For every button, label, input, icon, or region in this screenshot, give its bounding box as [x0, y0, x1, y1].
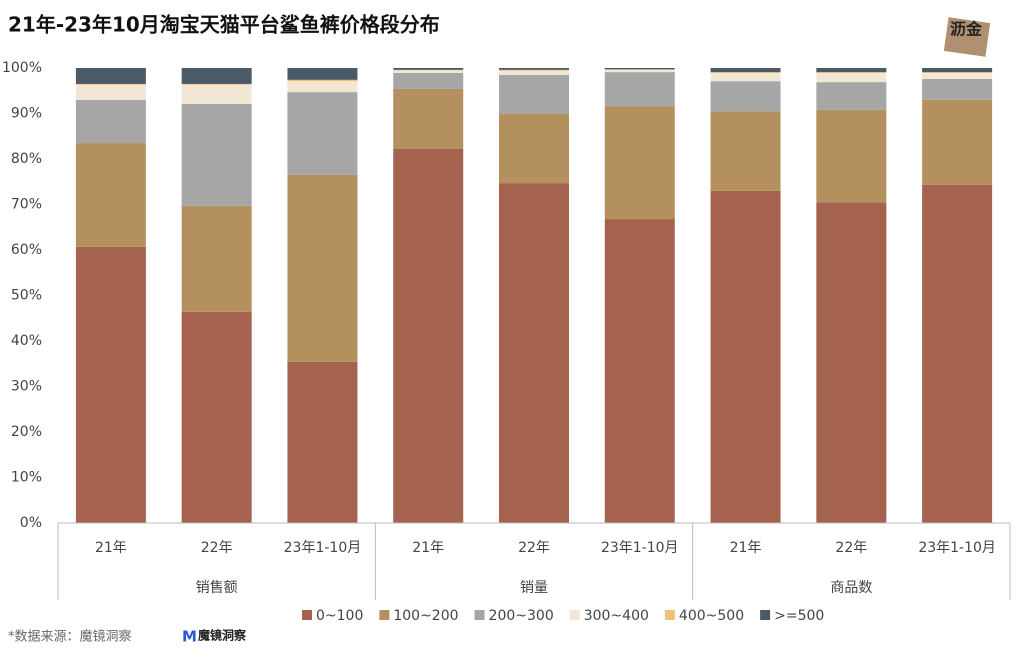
bar-segment	[181, 84, 252, 104]
y-tick-label: 30%	[11, 379, 42, 395]
bar-segment	[181, 205, 252, 312]
bar-segment	[710, 73, 781, 82]
bar-segment	[922, 73, 993, 79]
bar-segment	[287, 174, 358, 362]
bar-segment	[816, 68, 887, 73]
bar-segment	[499, 74, 569, 114]
legend-swatch	[664, 610, 675, 620]
bar-segment	[499, 69, 569, 71]
bar-segment	[922, 184, 993, 523]
bar-segment	[287, 81, 358, 93]
bar-segment	[287, 79, 358, 82]
bar-segment	[816, 82, 887, 110]
x-tick-label: 22年	[201, 540, 233, 556]
legend-swatch	[379, 610, 390, 620]
source: *数据来源：魔镜洞察	[8, 630, 132, 645]
bar-segment	[75, 83, 146, 85]
x-tick-label: 23年1-10月	[601, 540, 679, 556]
bar-segment	[604, 219, 675, 523]
x-tick-label: 23年1-10月	[284, 540, 362, 556]
bar-segment	[499, 68, 569, 70]
bar-segment	[604, 69, 675, 73]
legend-label: 0~100	[316, 608, 363, 624]
bar-segment	[181, 83, 252, 85]
legend-label: 100~200	[393, 608, 458, 624]
bar-segment	[604, 106, 675, 220]
logo-mark: M	[182, 628, 197, 646]
y-tick-label: 10%	[11, 470, 42, 486]
bar-segment	[710, 68, 781, 73]
bar-segment	[816, 109, 887, 203]
bar-segment	[710, 111, 781, 191]
bar-segment	[710, 81, 781, 112]
bar-segment	[75, 68, 146, 84]
bar-segment	[393, 68, 464, 70]
y-tick-label: 70%	[11, 197, 42, 213]
bar-segment	[75, 246, 146, 523]
bar-segment	[75, 143, 146, 247]
legend-label: 200~300	[489, 608, 554, 624]
bar-segment	[181, 311, 252, 523]
bar-segment	[75, 84, 146, 100]
x-tick-label: 22年	[835, 540, 867, 556]
bar-segment	[181, 68, 252, 84]
y-tick-label: 20%	[11, 424, 42, 440]
x-tick-label: 23年1-10月	[918, 540, 996, 556]
chart-title: 21年-23年10月淘宝天猫平台鲨鱼裤价格段分布	[8, 13, 440, 37]
bar-segment	[287, 68, 358, 80]
legend-swatch	[760, 610, 771, 620]
watermark-badge	[943, 17, 991, 57]
bar-segment	[816, 73, 887, 83]
bar-segment	[181, 103, 252, 206]
bar-segment	[499, 70, 569, 75]
y-tick-label: 90%	[11, 106, 42, 122]
legend-swatch	[474, 610, 485, 620]
y-tick-label: 60%	[11, 242, 42, 258]
y-tick-label: 80%	[11, 151, 42, 167]
x-tick-label: 21年	[730, 540, 762, 556]
legend-swatch	[302, 610, 312, 620]
y-tick-label: 40%	[11, 333, 42, 349]
y-tick-label: 0%	[20, 515, 42, 531]
legend-label: 300~400	[584, 608, 649, 624]
legend-label: 400~500	[679, 608, 744, 624]
y-tick-label: 100%	[2, 60, 42, 76]
bar-segment	[393, 70, 464, 74]
bar-segment	[393, 88, 464, 149]
bar-segment	[499, 113, 569, 184]
bar-segment	[922, 78, 993, 100]
watermark: 沥金	[950, 20, 983, 39]
x-tick-label: 22年	[518, 540, 550, 556]
bar-segment	[922, 99, 993, 185]
group-label: 商品数	[830, 580, 872, 596]
bar-segment	[75, 99, 146, 144]
bar-segment	[393, 148, 464, 524]
bar-segment	[710, 190, 781, 523]
legend-swatch	[569, 610, 580, 620]
bar-segment	[922, 72, 993, 74]
bar-segment	[816, 202, 887, 523]
bar-segment	[287, 92, 358, 175]
x-tick-label: 21年	[412, 540, 444, 556]
bar-segment	[499, 183, 569, 524]
group-label: 销售额	[196, 580, 238, 596]
bar-segment	[393, 73, 464, 89]
bar-segment	[816, 72, 887, 74]
x-tick-label: 21年	[95, 540, 127, 556]
bar-segment	[287, 361, 358, 523]
y-tick-label: 50%	[11, 288, 42, 304]
bar-segment	[604, 72, 675, 107]
group-label: 销量	[520, 580, 548, 596]
logo: 魔镜洞察	[198, 628, 247, 643]
bar-segment	[604, 68, 675, 70]
bar-segment	[922, 68, 993, 73]
legend-label: >=500	[774, 608, 824, 624]
bar-segment	[710, 72, 781, 74]
